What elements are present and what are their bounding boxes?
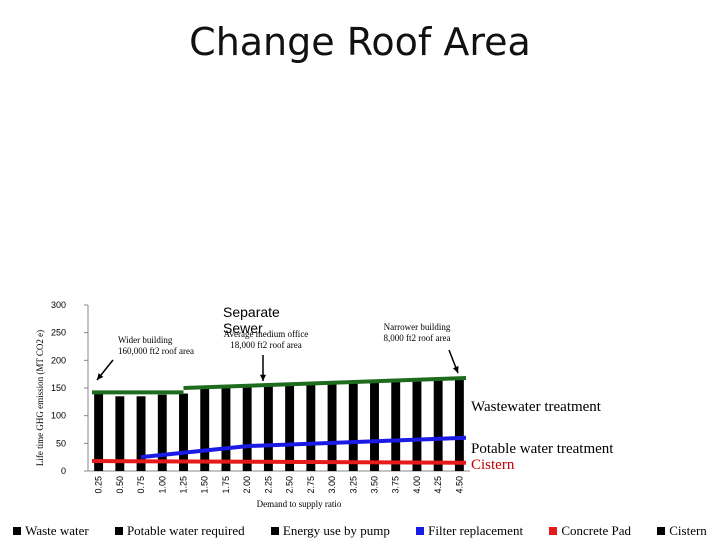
annotation-wider: 160,000 ft2 roof area [118,346,194,356]
x-tick-label: 0.75 [136,476,146,494]
legend-swatch [270,527,279,535]
line-wastewater-treatment [183,376,467,390]
legend-swatch [13,527,22,535]
legend-label: Filter replacement [428,523,524,538]
bar-cistern [285,384,295,471]
bar-cistern [412,380,422,471]
bar-cistern [306,383,316,471]
x-axis-label: Demand to supply ratio [257,499,342,509]
legend-swatch [416,527,425,535]
annotation-wider: Wider building [118,335,173,345]
bar-cistern [327,382,337,471]
bar-cistern [454,378,464,471]
x-tick-label: 4.25 [433,476,443,494]
y-tick-label: 250 [51,328,66,338]
legend-item-waste-water: Waste water [13,523,89,539]
bar-cistern [433,379,443,471]
legend-item-filter-replacement: Filter replacement [416,523,523,539]
y-axis-label: Life time GHG emission (MT CO2 e) [35,330,45,466]
x-tick-label: 1.00 [157,476,167,494]
bar-cistern [200,388,210,471]
x-tick-label: 3.75 [391,476,401,494]
bar-cistern [94,393,104,471]
legend-item-cistern: Cistern [657,523,707,539]
annotation-average: 18,000 ft2 roof area [230,340,301,350]
annotation-average: Average medium office [224,329,309,339]
y-tick-label: 150 [51,383,66,393]
y-tick-label: 0 [61,466,66,476]
bar-cistern [391,380,401,471]
y-tick-label: 100 [51,411,66,421]
x-tick-label: 2.25 [263,476,273,494]
y-tick-label: 300 [51,300,66,310]
legend-label: Concrete Pad [561,523,631,538]
x-tick-label: 3.25 [348,476,358,494]
line-label-wastewater-treatment: Wastewater treatment [471,399,602,415]
x-tick-label: 0.50 [115,476,125,494]
chart: 0 50 100 150 200 250 300 Life time GHG emission… [35,300,614,509]
legend-item-concrete-pad: Concrete Pad [549,523,631,539]
legend-item-potable-water-required: Potable water required [114,523,245,539]
legend-swatch [114,527,123,535]
line-potable-water-treatment [247,435,467,449]
bar-cistern [348,382,358,471]
x-tick-label: 3.00 [327,476,337,494]
arrow-narrower-head [452,366,459,373]
x-tick-label: 2.00 [242,476,252,494]
line-label-potable-water-treatment: Potable water treatment [471,441,614,457]
legend: Waste water Potable water required Energy … [0,522,720,540]
line-cistern [91,459,467,465]
line-potable-water-treatment [140,444,248,460]
legend-swatch [657,527,666,535]
legend-label: Potable water required [126,523,245,538]
x-tick-label: 1.25 [179,476,189,494]
legend-label: Energy use by pump [282,523,390,538]
y-tick-label: 200 [51,355,66,365]
separate-sewer-label: Sewer [223,320,263,336]
bar-cistern [157,394,167,471]
legend-label: Waste water [25,523,89,538]
arrow-average-head [259,374,267,381]
annotation-narrower: Narrower building [384,322,451,332]
arrow-wider-head [97,373,104,380]
bar-cistern [242,385,252,471]
line-label-cistern: Cistern [471,457,515,473]
x-tick-label: 1.75 [221,476,231,494]
bar-cistern [115,396,125,471]
x-tick-label: 4.00 [412,476,422,494]
x-tick-label: 4.50 [454,476,464,494]
legend-label: Cistern [669,523,707,538]
x-tick-label: 2.50 [285,476,295,494]
bar-cistern [221,386,231,471]
y-tick-label: 50 [56,438,66,448]
bar-cistern [263,385,273,471]
bar-cistern [136,396,146,471]
legend-swatch [549,527,558,535]
x-tick-label: 3.50 [370,476,380,494]
annotation-narrower: 8,000 ft2 roof area [384,333,451,343]
slide-title: Change Roof Area [189,20,531,64]
bar-cistern [179,393,188,471]
x-tick-label: 2.75 [306,476,316,494]
x-tick-label: 1.50 [200,476,210,494]
bar-cistern [370,381,379,471]
separate-sewer-label: Separate [223,304,280,320]
legend-item-energy-use-by-pump: Energy use by pump [270,523,390,539]
x-tick-label: 0.25 [94,476,104,494]
